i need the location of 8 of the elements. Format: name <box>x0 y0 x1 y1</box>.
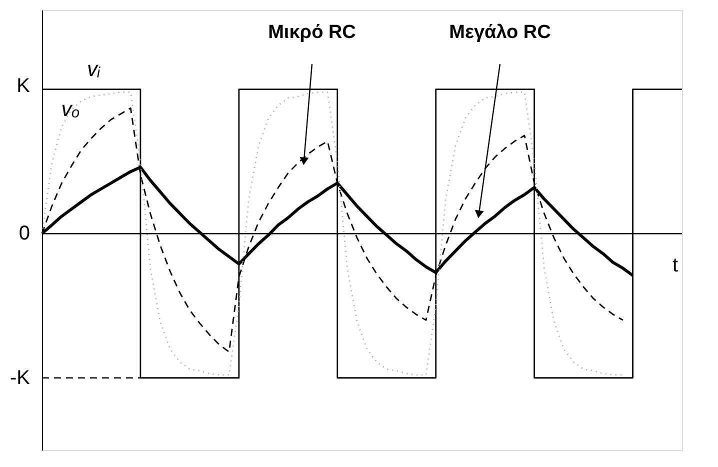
x-axis-title: t <box>672 254 678 277</box>
annotation: vₒ <box>61 98 80 121</box>
text: Μεγάλο RC <box>449 22 552 43</box>
ref-line-label: -K <box>10 366 31 389</box>
text: K <box>16 75 31 97</box>
text: vᵢ <box>87 58 100 81</box>
ref-line-label: 0 <box>18 222 30 245</box>
text: Μικρό RC <box>268 22 356 43</box>
